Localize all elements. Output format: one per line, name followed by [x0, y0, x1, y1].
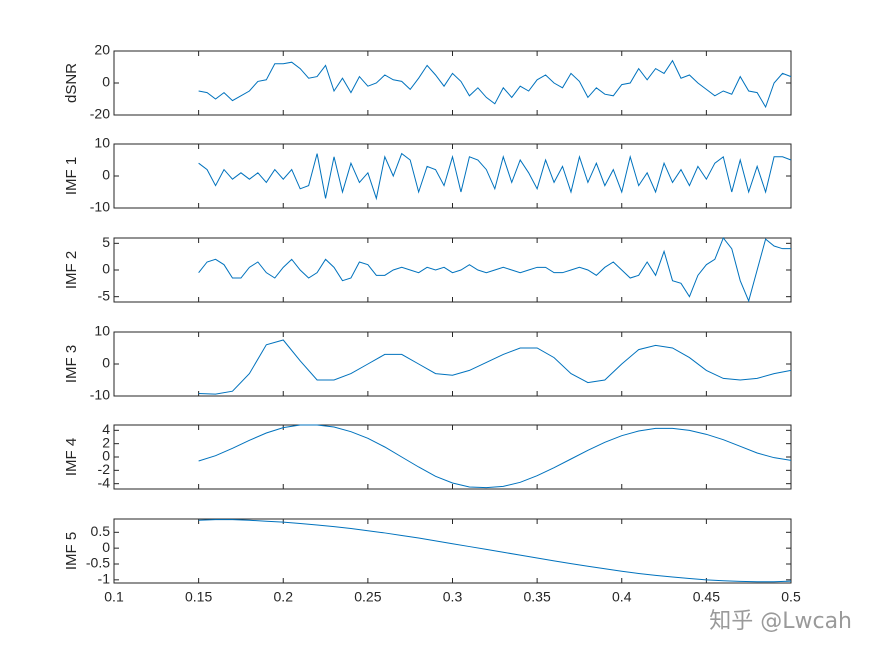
y-tick-label: -4: [98, 474, 111, 490]
y-tick-label: 5: [102, 234, 110, 250]
data-line: [198, 339, 792, 395]
y-tick-label: 0: [102, 539, 110, 555]
y-tick-label: 4: [102, 421, 110, 437]
data-line: [198, 424, 792, 489]
x-tick-label: 0.25: [354, 589, 381, 605]
axes-box: [113, 237, 792, 303]
axes-box: [113, 143, 792, 209]
y-axis-label: IMF 2: [63, 251, 80, 289]
y-tick-label: 0: [102, 261, 110, 277]
y-tick-label: -0.5: [86, 555, 110, 571]
y-tick-label: 0: [102, 167, 110, 183]
data-line: [198, 237, 791, 303]
y-tick-label: -10: [90, 199, 110, 215]
axes-box: [113, 50, 792, 116]
x-tick-label: 0.15: [185, 589, 212, 605]
y-axis-label: IMF 3: [63, 345, 80, 383]
y-tick-label: 0: [102, 74, 110, 90]
x-tick-label: 0.4: [612, 589, 632, 605]
y-tick-label: -10: [90, 387, 110, 403]
y-tick-label: 10: [94, 323, 110, 339]
axes-box: [113, 424, 792, 490]
data-line: [198, 152, 792, 201]
y-tick-label: 0.5: [91, 523, 111, 539]
y-tick-label: -5: [98, 287, 111, 303]
y-tick-label: -1: [98, 571, 111, 587]
watermark: 知乎 @Lwcah: [709, 609, 852, 634]
x-tick-label: 0.2: [274, 589, 294, 605]
y-axis-label: IMF 5: [63, 532, 80, 570]
x-tick-label: 0.1: [104, 589, 124, 605]
y-tick-label: -20: [90, 106, 110, 122]
data-line: [198, 59, 792, 109]
y-tick-label: 0: [102, 448, 110, 464]
x-tick-label: 0.35: [524, 589, 551, 605]
axes-box: [113, 331, 792, 397]
y-tick-label: 2: [102, 434, 110, 450]
y-tick-label: 0: [102, 355, 110, 371]
y-tick-label: 20: [94, 42, 110, 58]
data-line: [198, 519, 792, 583]
y-axis-label: IMF 1: [63, 157, 80, 195]
x-tick-label: 0.5: [781, 589, 801, 605]
axes-box: [113, 518, 792, 584]
y-tick-label: 10: [94, 135, 110, 151]
x-tick-label: 0.3: [443, 589, 463, 605]
x-tick-label: 0.45: [693, 589, 720, 605]
y-tick-label: -2: [98, 461, 111, 477]
y-axis-label: dSNR: [63, 63, 80, 103]
y-axis-label: IMF 4: [63, 438, 80, 476]
